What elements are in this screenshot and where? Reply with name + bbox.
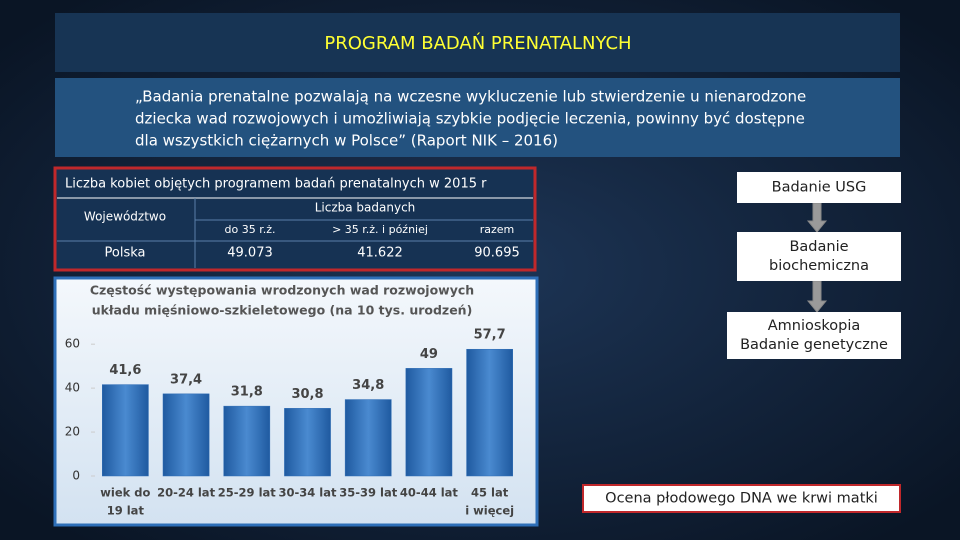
value-label: 30,8 (291, 387, 323, 402)
flow-label: Ocena płodowego DNA we krwi matki (605, 491, 878, 507)
chart-title: Częstość występowania wrodzonych wad roz… (90, 283, 474, 298)
x-tick-label: 30-34 lat (279, 486, 337, 500)
value-label: 41,6 (109, 363, 141, 378)
flow-arrows (806, 202, 828, 313)
bar (162, 393, 210, 477)
x-tick-label: wiek do (100, 486, 150, 500)
bar (223, 405, 271, 477)
flow-label: biochemiczna (769, 258, 869, 274)
quote-line: dla wszystkich ciężarnych w Polsce” (Rap… (135, 132, 558, 150)
y-tick-label: 20 (65, 425, 80, 439)
title: PROGRAM BADAŃ PRENATALNYCH (324, 32, 631, 54)
arrow (806, 202, 828, 233)
bar (284, 408, 331, 477)
x-tick-label: 20-24 lat (157, 486, 215, 500)
quote-box (55, 78, 900, 157)
x-tick-label: 40-44 lat (400, 486, 458, 500)
x-tick-label: i więcej (465, 504, 514, 518)
bar (344, 399, 392, 477)
value-label: 37,4 (170, 372, 202, 387)
x-tick-label: 45 lat (471, 486, 509, 500)
quote: „Badania prenatalne pozwalają na wczesne… (135, 88, 806, 150)
table-box (53, 166, 537, 272)
flow-node (727, 312, 901, 359)
table-subheader: do 35 r.ż. (225, 223, 276, 236)
bar (466, 348, 513, 477)
table-subheader: > 35 r.ż. i później (332, 223, 428, 236)
value-label: 49 (420, 347, 438, 362)
x-tick-label: 19 lat (107, 504, 145, 518)
value-label: 31,8 (231, 385, 263, 400)
x-tick-label: 25-29 lat (218, 486, 276, 500)
arrow (806, 280, 828, 313)
value-label: 34,8 (352, 378, 384, 393)
title-bar (55, 13, 900, 72)
table-cell: Polska (105, 246, 146, 261)
table-cell: 41.622 (357, 246, 403, 261)
table-caption: Liczba kobiet objętych programem badań p… (65, 177, 487, 192)
flow-node (582, 484, 901, 513)
table-cell: 49.073 (227, 246, 273, 261)
flow-label: Badanie USG (772, 180, 867, 196)
flow-label: Badanie (789, 239, 848, 255)
table-header: Liczba badanych (315, 201, 416, 215)
y-tick-label: 0 (72, 469, 80, 483)
y-tick-label: 60 (65, 337, 80, 351)
y-tick-label: 40 (65, 381, 80, 395)
table-subheader: razem (480, 223, 515, 236)
x-tick-label: 35-39 lat (339, 486, 397, 500)
quote-line: dziecka wad rozwojowych i umożliwiają sz… (135, 110, 805, 128)
flow-label: Badanie genetyczne (740, 337, 888, 353)
table-header: Województwo (84, 210, 166, 224)
flow: Badanie USG Badanie biochemiczna Amnioskopi… (582, 172, 901, 513)
flow-label: Amnioskopia (768, 318, 861, 334)
table-cell: 90.695 (474, 246, 520, 261)
bar (102, 384, 149, 477)
bar (405, 368, 453, 477)
quote-line: „Badania prenatalne pozwalają na wczesne… (135, 88, 806, 106)
chart-title: układu mięśniowo-szkieletowego (na 10 ty… (92, 303, 473, 318)
flow-node (737, 172, 901, 203)
value-label: 57,7 (474, 328, 506, 343)
chart: Częstość występowania wrodzonych wad roz… (65, 283, 514, 518)
flow-node (737, 232, 901, 281)
